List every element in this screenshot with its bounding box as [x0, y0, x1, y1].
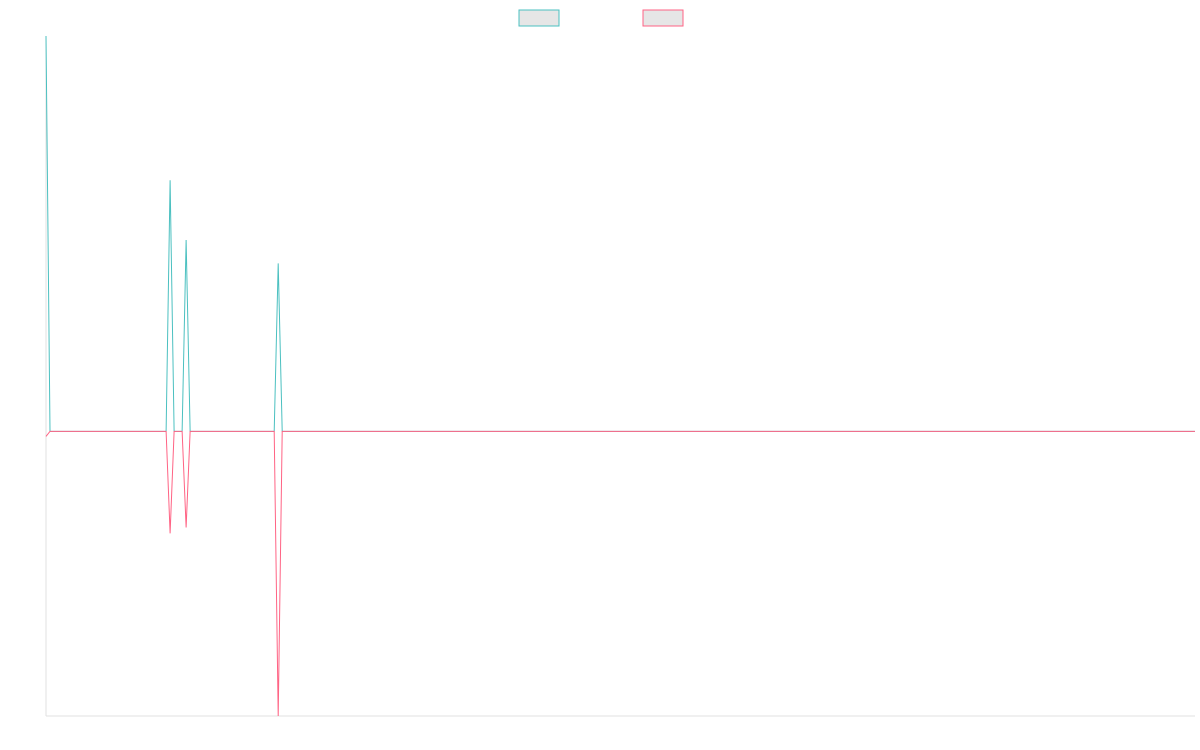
legend-swatch — [642, 9, 684, 27]
line-series — [45, 430, 1195, 717]
legend-swatch — [518, 9, 560, 27]
line-series — [45, 35, 1195, 432]
